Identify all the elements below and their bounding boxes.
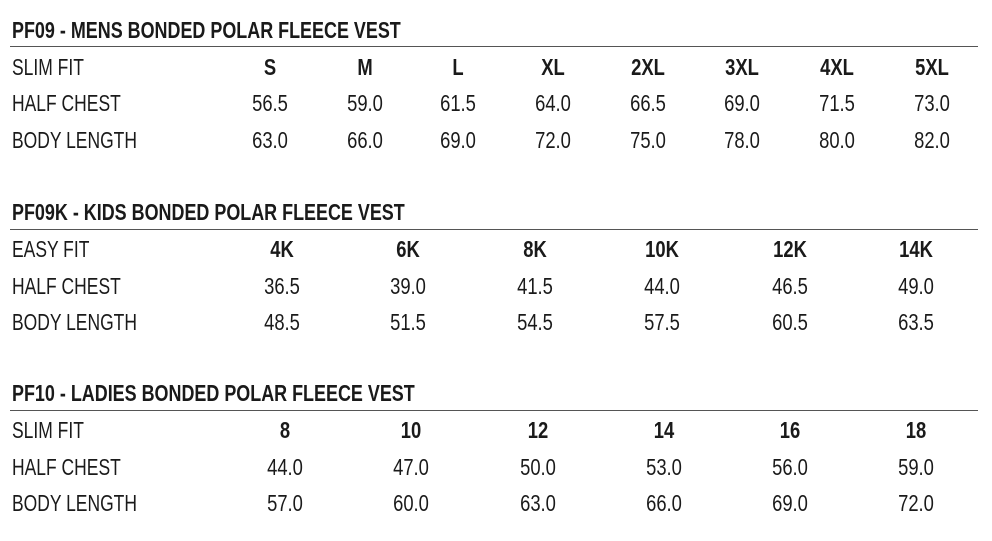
measurement: 49.0 — [898, 273, 934, 299]
measurement: 44.0 — [644, 273, 680, 299]
measurement: 48.5 — [264, 309, 300, 335]
size-header: 18 — [905, 417, 927, 443]
measurement: 69.0 — [772, 490, 808, 516]
measurement: 66.0 — [347, 127, 383, 153]
size-header: S — [263, 54, 277, 80]
size-header: 4XL — [820, 54, 854, 80]
measurement: 71.5 — [819, 90, 855, 116]
measurement: 78.0 — [724, 127, 760, 153]
fit-label: EASY FIT — [12, 236, 90, 262]
measurement: 69.0 — [440, 127, 476, 153]
title-rule — [10, 229, 978, 230]
size-header: 16 — [779, 417, 801, 443]
row-label: BODY LENGTH — [12, 309, 137, 335]
measurement: 75.0 — [630, 127, 666, 153]
size-header: 8 — [279, 417, 291, 443]
row-label: BODY LENGTH — [12, 127, 137, 153]
row-label: HALF CHEST — [12, 454, 121, 480]
row-label: HALF CHEST — [12, 273, 121, 299]
measurement: 69.0 — [724, 90, 760, 116]
size-header: M — [357, 54, 373, 80]
measurement: 57.0 — [267, 490, 303, 516]
size-header: 10K — [645, 236, 679, 262]
measurement: 51.5 — [390, 309, 426, 335]
measurement: 54.5 — [517, 309, 553, 335]
size-header: XL — [541, 54, 565, 80]
title-rule — [10, 46, 978, 47]
measurement: 36.5 — [264, 273, 300, 299]
measurement: 72.0 — [898, 490, 934, 516]
measurement: 46.5 — [772, 273, 808, 299]
size-header: 2XL — [631, 54, 665, 80]
measurement: 53.0 — [646, 454, 682, 480]
measurement: 73.0 — [914, 90, 950, 116]
row-label: BODY LENGTH — [12, 490, 137, 516]
measurement: 61.5 — [440, 90, 476, 116]
size-header: L — [452, 54, 464, 80]
size-header: 10 — [400, 417, 422, 443]
measurement: 63.5 — [898, 309, 934, 335]
measurement: 82.0 — [914, 127, 950, 153]
table-title: PF09K - KIDS BONDED POLAR FLEECE VEST — [12, 199, 405, 225]
measurement: 66.5 — [630, 90, 666, 116]
row-label: HALF CHEST — [12, 90, 121, 116]
size-header: 14K — [899, 236, 933, 262]
size-header: 5XL — [915, 54, 949, 80]
measurement: 59.0 — [347, 90, 383, 116]
measurement: 63.0 — [520, 490, 556, 516]
measurement: 66.0 — [646, 490, 682, 516]
measurement: 44.0 — [267, 454, 303, 480]
measurement: 41.5 — [517, 273, 553, 299]
size-header: 3XL — [725, 54, 759, 80]
size-header: 4K — [270, 236, 294, 262]
title-rule — [10, 410, 978, 411]
measurement: 56.0 — [772, 454, 808, 480]
measurement: 59.0 — [898, 454, 934, 480]
measurement: 72.0 — [535, 127, 571, 153]
measurement: 80.0 — [819, 127, 855, 153]
measurement: 56.5 — [252, 90, 288, 116]
measurement: 60.0 — [393, 490, 429, 516]
measurement: 64.0 — [535, 90, 571, 116]
fit-label: SLIM FIT — [12, 417, 84, 443]
size-header: 8K — [523, 236, 547, 262]
measurement: 57.5 — [644, 309, 680, 335]
table-title: PF09 - MENS BONDED POLAR FLEECE VEST — [12, 17, 401, 43]
measurement: 50.0 — [520, 454, 556, 480]
measurement: 47.0 — [393, 454, 429, 480]
measurement: 60.5 — [772, 309, 808, 335]
measurement: 63.0 — [252, 127, 288, 153]
table-title: PF10 - LADIES BONDED POLAR FLEECE VEST — [12, 380, 415, 406]
size-header: 6K — [396, 236, 420, 262]
size-header: 12 — [527, 417, 549, 443]
size-header: 14 — [653, 417, 675, 443]
measurement: 39.0 — [390, 273, 426, 299]
size-header: 12K — [773, 236, 807, 262]
fit-label: SLIM FIT — [12, 54, 84, 80]
